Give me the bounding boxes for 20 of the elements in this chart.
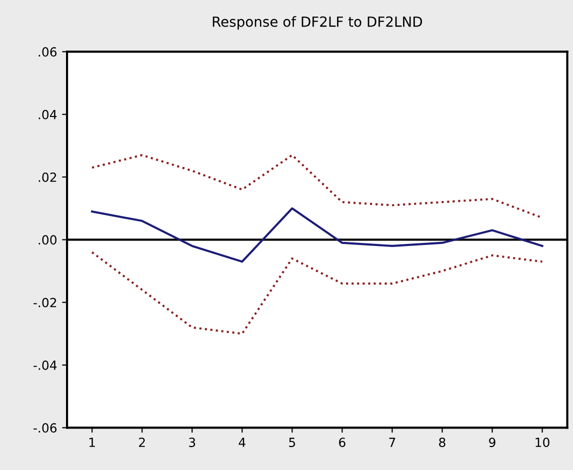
y-tick-label: -.02 bbox=[34, 298, 56, 308]
y-tick-label: -.04 bbox=[34, 360, 57, 370]
x-tick-label: 4 bbox=[238, 438, 246, 447]
y-tick-label: .02 bbox=[38, 172, 56, 182]
x-tick-label: 3 bbox=[189, 438, 196, 448]
y-tick-label: .00 bbox=[38, 235, 56, 245]
x-tick-label: 9 bbox=[489, 438, 496, 448]
chart-title: Response of DF2LF to DF2LND bbox=[212, 16, 422, 30]
x-tick-label: 8 bbox=[439, 438, 446, 448]
line-series bbox=[91, 251, 544, 335]
line-series bbox=[91, 207, 544, 263]
y-tick-label: .04 bbox=[38, 110, 57, 120]
x-tick-label: 5 bbox=[289, 438, 296, 448]
y-tick-label: -.06 bbox=[34, 423, 57, 433]
x-tick-label: 6 bbox=[339, 438, 346, 448]
x-tick-label: 2 bbox=[139, 438, 145, 447]
x-tick-label: 10 bbox=[536, 438, 550, 448]
x-tick-label: 7 bbox=[389, 438, 396, 447]
y-tick-label: .06 bbox=[38, 47, 57, 57]
x-tick-label: 1 bbox=[89, 438, 95, 447]
